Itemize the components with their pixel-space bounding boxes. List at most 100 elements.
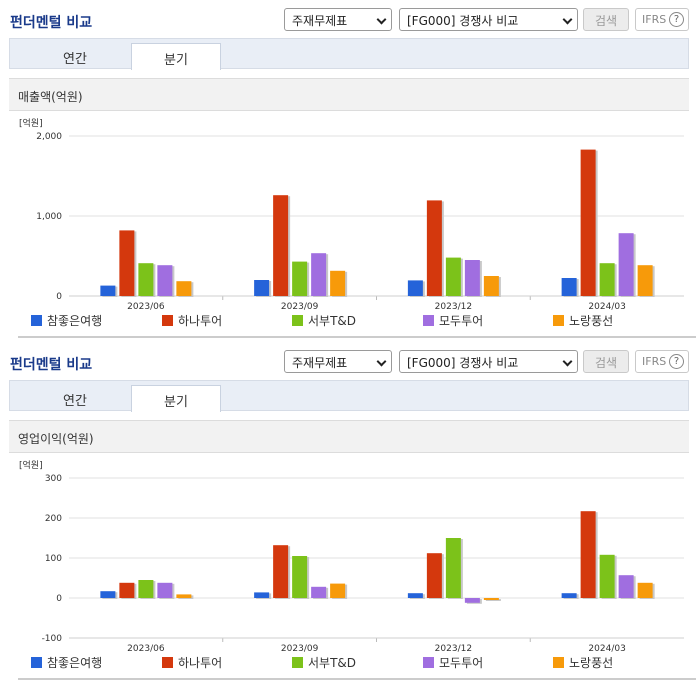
legend-label: 모두투어 bbox=[439, 314, 484, 328]
y-tick-label: 2,000 bbox=[36, 132, 62, 142]
bar-0-3 bbox=[157, 265, 173, 296]
y-tick-label: 0 bbox=[56, 292, 62, 302]
help-icon[interactable]: ? bbox=[669, 354, 684, 369]
legend-swatch bbox=[162, 315, 173, 326]
legend-label: 모두투어 bbox=[439, 656, 484, 670]
y-tick-label: 200 bbox=[45, 514, 62, 524]
section-header: 펀더멘털 비교 주재무제표 [FG000] 경쟁사 비교 검색 IFRS ? bbox=[0, 342, 696, 380]
divider bbox=[18, 336, 696, 338]
legend-item[interactable]: 모두투어 bbox=[423, 312, 483, 329]
chevron-down-icon bbox=[376, 14, 387, 25]
statement-select-value: 주재무제표 bbox=[292, 14, 348, 28]
legend-item[interactable]: 참좋은여행 bbox=[31, 312, 102, 329]
legend-label: 참좋은여행 bbox=[47, 314, 103, 328]
bar-3-3 bbox=[618, 575, 634, 598]
help-icon[interactable]: ? bbox=[669, 12, 684, 27]
comparison-select[interactable]: [FG000] 경쟁사 비교 bbox=[399, 8, 578, 31]
tab-annual[interactable]: 연간 bbox=[63, 52, 87, 67]
ifrs-label: IFRS bbox=[642, 13, 667, 26]
bar-2-1 bbox=[426, 553, 442, 598]
unit-label: [억원] bbox=[19, 117, 43, 129]
legend-item[interactable]: 하나투어 bbox=[162, 654, 222, 671]
bar-3-2 bbox=[599, 263, 615, 296]
legend-item[interactable]: 하나투어 bbox=[162, 312, 222, 329]
chevron-down-icon bbox=[562, 356, 573, 367]
legend-item[interactable]: 서부T&D bbox=[292, 312, 356, 329]
legend-item[interactable]: 노랑풍선 bbox=[553, 654, 613, 671]
tab-quarterly[interactable]: 분기 bbox=[131, 385, 221, 412]
period-tabs: 연간 분기 bbox=[9, 380, 689, 412]
x-tick-label: 2023/12 bbox=[435, 302, 472, 312]
legend-label: 하나투어 bbox=[178, 314, 223, 328]
bar-0-1 bbox=[119, 582, 135, 598]
divider bbox=[18, 678, 696, 680]
chevron-down-icon bbox=[562, 14, 573, 25]
bar-2-0 bbox=[407, 280, 423, 296]
bar-1-0 bbox=[254, 592, 270, 598]
legend-swatch bbox=[423, 315, 434, 326]
chart-svg: [억원] 0 1,000 2,000 2023/06 2023/09 2023/12 2024… bbox=[19, 117, 684, 312]
legend-swatch bbox=[553, 657, 564, 668]
period-tabs: 연간 분기 bbox=[9, 38, 689, 70]
bar-1-0 bbox=[254, 280, 270, 296]
bar-3-1 bbox=[580, 511, 596, 598]
search-button[interactable]: 검색 bbox=[583, 8, 629, 31]
y-tick-label: -100 bbox=[42, 634, 63, 644]
legend-swatch bbox=[423, 657, 434, 668]
bar-1-2 bbox=[292, 556, 308, 598]
section-title: 펀더멘털 비교 bbox=[10, 15, 93, 31]
bar-2-2 bbox=[445, 538, 461, 598]
bar-2-3 bbox=[464, 598, 480, 603]
bar-0-4 bbox=[176, 281, 192, 296]
fundamental-section-sales: 펀더멘털 비교 주재무제표 [FG000] 경쟁사 비교 검색 IFRS ? 연… bbox=[0, 0, 696, 338]
statement-select[interactable]: 주재무제표 bbox=[284, 350, 392, 373]
comparison-select-value: [FG000] 경쟁사 비교 bbox=[407, 356, 519, 370]
bar-2-3 bbox=[464, 260, 480, 296]
bar-1-1 bbox=[273, 545, 289, 598]
comparison-select[interactable]: [FG000] 경쟁사 비교 bbox=[399, 350, 578, 373]
legend-item[interactable]: 노랑풍선 bbox=[553, 312, 613, 329]
chevron-down-icon bbox=[376, 356, 387, 367]
legend-item[interactable]: 서부T&D bbox=[292, 654, 356, 671]
legend-item[interactable]: 모두투어 bbox=[423, 654, 483, 671]
y-tick-label: 100 bbox=[45, 554, 62, 564]
legend-label: 서부T&D bbox=[308, 314, 357, 328]
x-tick-label: 2023/12 bbox=[435, 644, 472, 654]
bar-2-4 bbox=[483, 276, 499, 296]
bar-0-2 bbox=[138, 263, 154, 296]
bar-3-3 bbox=[618, 233, 634, 296]
bar-3-4 bbox=[637, 265, 653, 296]
bar-0-2 bbox=[138, 580, 154, 598]
section-title: 펀더멘털 비교 bbox=[10, 357, 93, 373]
ifrs-button[interactable]: IFRS ? bbox=[635, 8, 689, 31]
bar-1-4 bbox=[330, 270, 346, 296]
x-tick-label: 2023/09 bbox=[281, 302, 319, 312]
legend-label: 서부T&D bbox=[308, 656, 357, 670]
statement-select[interactable]: 주재무제표 bbox=[284, 8, 392, 31]
search-button[interactable]: 검색 bbox=[583, 350, 629, 373]
section-header: 펀더멘털 비교 주재무제표 [FG000] 경쟁사 비교 검색 IFRS ? bbox=[0, 0, 696, 38]
metric-header: 매출액(억원) bbox=[9, 78, 689, 111]
bar-0-1 bbox=[119, 230, 135, 296]
legend-swatch bbox=[292, 315, 303, 326]
bar-3-0 bbox=[561, 593, 577, 598]
chart-legend: 참좋은여행 하나투어 서부T&D 모두투어 노랑풍선 bbox=[31, 654, 691, 672]
y-tick-label: 0 bbox=[56, 594, 62, 604]
tab-annual[interactable]: 연간 bbox=[63, 394, 87, 409]
legend-item[interactable]: 참좋은여행 bbox=[31, 654, 102, 671]
metric-header: 영업이익(억원) bbox=[9, 420, 689, 453]
x-tick-label: 2024/03 bbox=[588, 644, 625, 654]
legend-swatch bbox=[292, 657, 303, 668]
bar-2-0 bbox=[407, 593, 423, 598]
legend-label: 참좋은여행 bbox=[47, 656, 103, 670]
bar-0-0 bbox=[100, 285, 116, 296]
legend-label: 하나투어 bbox=[178, 656, 223, 670]
bar-3-1 bbox=[580, 149, 596, 296]
y-tick-label: 1,000 bbox=[36, 212, 62, 222]
bar-2-4 bbox=[483, 598, 499, 600]
operating-income-chart: [억원] -100 0 100 200 300 2023/06 2023/09 2023/12 2… bbox=[9, 454, 696, 680]
statement-select-value: 주재무제표 bbox=[292, 356, 348, 370]
ifrs-button[interactable]: IFRS ? bbox=[635, 350, 689, 373]
fundamental-section-operating-income: 펀더멘털 비교 주재무제표 [FG000] 경쟁사 비교 검색 IFRS ? 연… bbox=[0, 342, 696, 684]
tab-quarterly[interactable]: 분기 bbox=[131, 43, 221, 70]
